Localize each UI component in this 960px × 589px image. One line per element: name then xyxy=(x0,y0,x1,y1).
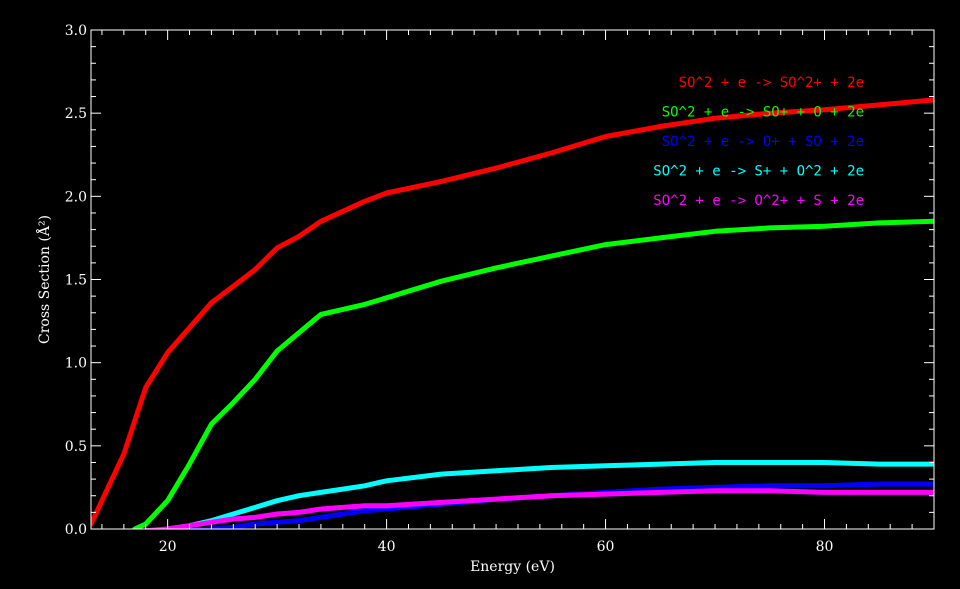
y-tick-label: 3.0 xyxy=(65,23,87,39)
series-line-3 xyxy=(178,481,934,529)
x-tick-label: 60 xyxy=(597,539,615,555)
x-axis-title: Energy (eV) xyxy=(470,559,555,575)
series-line-5 xyxy=(143,488,934,529)
x-tick-label: 20 xyxy=(159,539,177,555)
y-tick-label: 1.0 xyxy=(65,356,87,372)
legend-label-4: SO^2 + e -> S+ + O^2 + 2e xyxy=(653,164,864,180)
legend-label-2: SO^2 + e -> SO+ + O + 2e xyxy=(662,105,864,121)
x-tick-label: 40 xyxy=(378,539,396,555)
series-line-2 xyxy=(132,218,934,529)
series-layer xyxy=(91,97,934,529)
legend-label-5: SO^2 + e -> O^2+ + S + 2e xyxy=(653,193,864,209)
legend-label-3: SO^2 + e -> O+ + SO + 2e xyxy=(662,134,864,150)
y-axis-title: Cross Section (Å²) xyxy=(35,215,53,344)
y-tick-label: 2.0 xyxy=(65,189,87,205)
legend-label-1: SO^2 + e -> SO^2+ + 2e xyxy=(679,75,864,91)
legend: SO^2 + e -> SO^2+ + 2e SO^2 + e -> SO+ + … xyxy=(653,75,864,209)
x-tick-label: 80 xyxy=(816,539,834,555)
x-axis: 20 40 60 80 xyxy=(101,30,935,555)
y-tick-label: 2.5 xyxy=(65,106,87,122)
series-line-1 xyxy=(91,97,934,527)
y-tick-label: 1.5 xyxy=(65,273,87,289)
y-axis: 0.0 0.5 1.0 1.5 2.0 2.5 3.0 xyxy=(65,23,934,538)
y-tick-label: 0.0 xyxy=(65,522,87,538)
series-line-4 xyxy=(165,460,934,529)
y-tick-label: 0.5 xyxy=(65,439,87,455)
